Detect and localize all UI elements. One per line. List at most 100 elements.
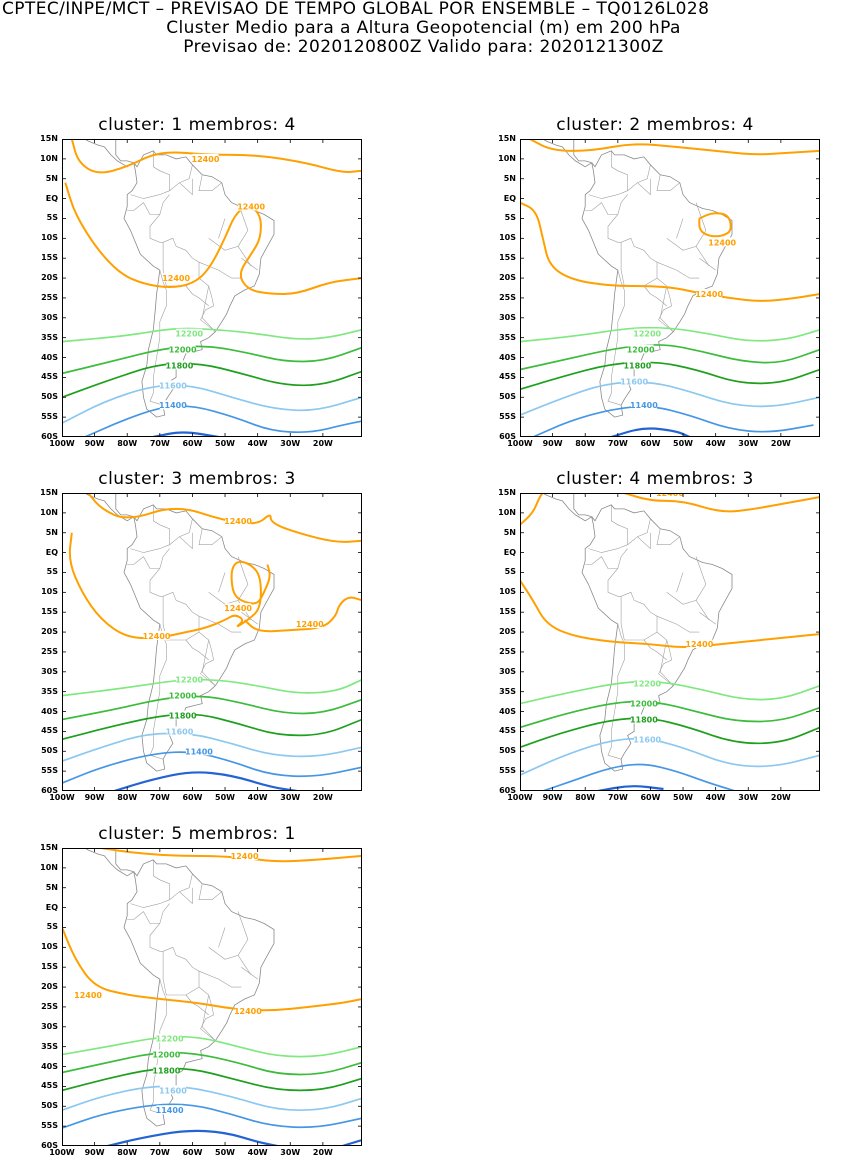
contour-label-bg bbox=[696, 288, 723, 298]
map-canvas: 12400 12400 12400 12400 12200 12000 11800 11600… bbox=[62, 493, 362, 791]
contour-label-bg bbox=[630, 698, 657, 708]
contour-label-bg bbox=[657, 493, 683, 497]
contour-11600 bbox=[520, 381, 820, 416]
country-border bbox=[695, 556, 707, 601]
cluster-panel-5: cluster: 5 membros: 1 12400 12400 12400 122… bbox=[32, 824, 362, 1169]
lat-tick-label: 5N bbox=[503, 527, 516, 537]
country-border bbox=[607, 194, 674, 332]
lat-tick-label: 15N bbox=[40, 488, 58, 497]
contour-11800 bbox=[62, 713, 362, 741]
lon-tick-label: 50W bbox=[215, 439, 236, 448]
map-canvas: 12400 12400 12200 12000 11800 11600 bbox=[520, 493, 820, 791]
country-border bbox=[637, 178, 651, 196]
lon-tick-label: 60W bbox=[640, 793, 661, 802]
contour-12200 bbox=[62, 1035, 362, 1058]
contour-label: 12400 bbox=[234, 1007, 262, 1016]
lat-tick-label: 60S bbox=[499, 432, 516, 441]
country-border bbox=[637, 532, 651, 550]
contour-11200 bbox=[113, 771, 297, 791]
contour-12200 bbox=[520, 680, 820, 705]
lat-tick-label: 45S bbox=[499, 372, 516, 382]
country-border bbox=[588, 164, 651, 199]
lon-tick-label: 100W bbox=[507, 793, 533, 802]
lat-tick-label: 5S bbox=[504, 567, 516, 577]
lat-tick-label: 10N bbox=[40, 507, 58, 517]
lat-tick-label: 35S bbox=[499, 332, 516, 342]
lat-tick-label: 5S bbox=[46, 213, 58, 223]
contour-label: 12000 bbox=[627, 346, 655, 355]
contour-11400 bbox=[62, 1103, 362, 1129]
country-border bbox=[666, 592, 710, 621]
contour-label: 11800 bbox=[152, 1067, 180, 1076]
map-border bbox=[62, 139, 362, 437]
lon-tick-label: 40W bbox=[247, 1148, 268, 1157]
lat-tick-label: 50S bbox=[499, 746, 516, 756]
contour-label-bg bbox=[634, 678, 661, 688]
lat-tick-label: 5N bbox=[45, 882, 58, 892]
lon-tick-label: 30W bbox=[280, 1148, 301, 1157]
lat-tick-label: 60S bbox=[499, 786, 516, 795]
contour-label-bg bbox=[630, 400, 657, 410]
lat-tick-label: 5N bbox=[45, 173, 58, 183]
lon-tick-label: 20W bbox=[312, 793, 333, 802]
country-border bbox=[198, 174, 222, 191]
country-border bbox=[179, 178, 193, 196]
country-border bbox=[611, 150, 628, 191]
lat-tick-label: 10N bbox=[40, 862, 58, 872]
country-border bbox=[185, 285, 209, 307]
country-border bbox=[237, 911, 249, 956]
country-border bbox=[695, 202, 707, 247]
contour-label-bg bbox=[630, 714, 657, 724]
lat-tick-label: 30S bbox=[41, 666, 58, 676]
lon-tick-label: 100W bbox=[507, 439, 533, 448]
contour-12200 bbox=[62, 678, 362, 697]
lat-tick-label: 40S bbox=[41, 352, 58, 362]
contour-11400 bbox=[84, 405, 362, 437]
contour-label-bg bbox=[627, 344, 654, 354]
map-border bbox=[520, 493, 820, 791]
coastline bbox=[581, 504, 733, 772]
coastline bbox=[123, 504, 275, 772]
contour-label-bg bbox=[166, 726, 193, 736]
contour-12400 bbox=[624, 493, 820, 513]
lon-tick-label: 60W bbox=[182, 793, 203, 802]
contour-label-bg bbox=[225, 603, 252, 613]
country-border bbox=[130, 164, 193, 199]
lat-tick-label: 55S bbox=[499, 412, 516, 422]
lat-tick-label: 60S bbox=[41, 1141, 58, 1150]
country-border bbox=[699, 257, 716, 271]
contour-label-bg bbox=[296, 619, 323, 629]
contour-12400 bbox=[87, 493, 362, 543]
country-border bbox=[198, 528, 222, 545]
panel-title: cluster: 2 membros: 4 bbox=[556, 115, 754, 135]
map-border bbox=[520, 139, 820, 437]
cluster-panel-3: cluster: 3 membros: 3 12400 12400 12400 124… bbox=[32, 469, 362, 814]
country-border bbox=[149, 624, 167, 760]
contour-label: 11400 bbox=[159, 401, 187, 410]
contour-label: 12400 bbox=[162, 274, 190, 283]
contour-12400 bbox=[698, 212, 732, 238]
map-canvas: 12400 12400 12400 12200 12000 11800 11600 11400 bbox=[62, 848, 362, 1146]
contour-label: 12200 bbox=[175, 330, 203, 339]
lon-tick-label: 30W bbox=[738, 793, 759, 802]
contour-12200 bbox=[62, 327, 362, 343]
country-border bbox=[241, 966, 258, 980]
contour-label-bg bbox=[238, 201, 265, 211]
lat-tick-label: 20S bbox=[499, 273, 516, 283]
country-border bbox=[659, 285, 674, 332]
contour-label-bg bbox=[231, 850, 258, 860]
country-border bbox=[656, 528, 680, 545]
contour-label-bg bbox=[185, 746, 212, 756]
lon-tick-label: 70W bbox=[149, 439, 170, 448]
lat-tick-label: 50S bbox=[41, 746, 58, 756]
contour-12400 bbox=[68, 532, 271, 639]
contour-label: 12000 bbox=[630, 700, 658, 709]
contour-12400 bbox=[243, 596, 362, 633]
lat-tick-label: 20S bbox=[41, 982, 58, 992]
contour-label: 12200 bbox=[156, 1035, 184, 1044]
lat-tick-label: 10S bbox=[41, 233, 58, 243]
lat-tick-label: 25S bbox=[41, 646, 58, 656]
lon-tick-label: 40W bbox=[705, 793, 726, 802]
lon-tick-label: 40W bbox=[247, 793, 268, 802]
lat-tick-label: 10S bbox=[41, 587, 58, 597]
